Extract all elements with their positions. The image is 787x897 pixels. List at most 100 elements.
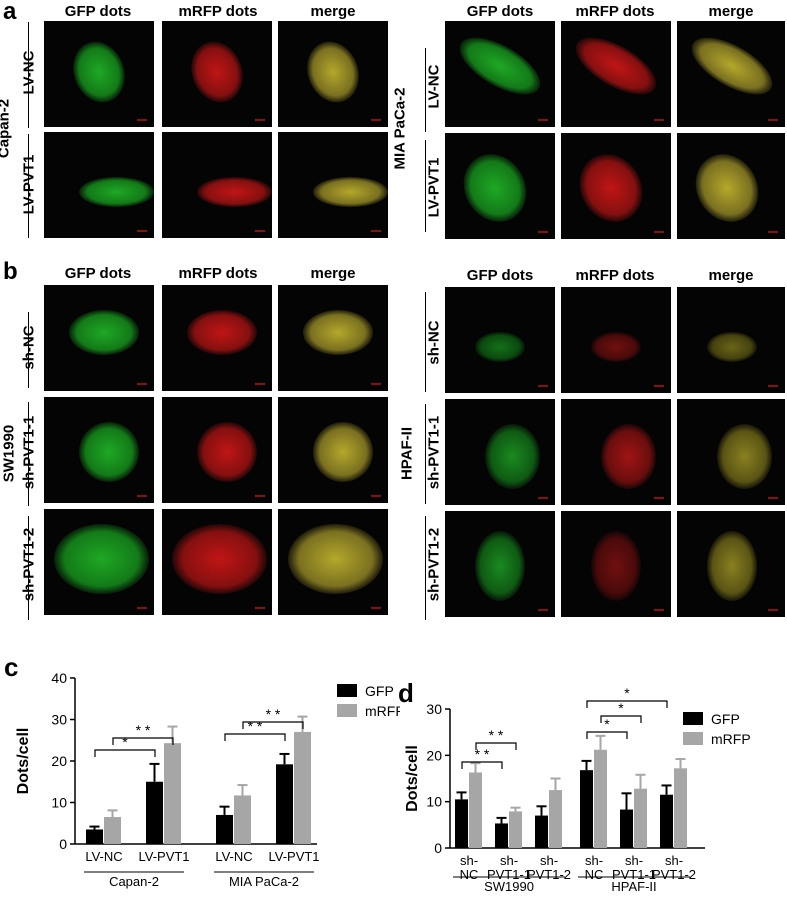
col-header-merge: merge (708, 267, 754, 284)
x-tick-label: PVT1-1 (612, 867, 656, 882)
y-tick-label: 20 (426, 747, 442, 763)
bar-gfp (620, 809, 633, 848)
significance-bracket (94, 749, 156, 757)
row-divider (28, 312, 29, 388)
y-tick-label: 30 (426, 701, 442, 717)
y-tick-label: 30 (51, 712, 67, 728)
x-tick-label: sh- (665, 853, 683, 868)
legend-label: mRFP (365, 703, 400, 719)
cell-line-label: Capan-2 (0, 98, 13, 159)
bar-mrfp (469, 772, 482, 848)
micrograph-gfp (445, 399, 555, 505)
row-label: sh-PVT1-2 (425, 527, 443, 602)
y-tick-label: 20 (51, 753, 67, 769)
significance-bracket (461, 761, 503, 769)
bar-mrfp (509, 811, 522, 848)
y-axis-label: Dots/cell (404, 745, 421, 812)
significance-label: * * (248, 718, 263, 734)
micrograph-merge (677, 511, 785, 617)
bar-gfp (580, 770, 593, 848)
y-tick-label: 40 (51, 670, 67, 686)
micrograph-mrfp (162, 21, 272, 127)
cell-line-label: HPAF-II (398, 426, 416, 481)
x-tick-label: PVT1-1 (487, 867, 531, 882)
micrograph-gfp (44, 397, 154, 503)
row-label: LV-NC (20, 50, 38, 95)
group-label: Capan-2 (109, 874, 159, 889)
bar-mrfp (294, 731, 311, 844)
micrograph-merge (677, 399, 785, 505)
significance-bracket (600, 715, 642, 723)
significance-label: * (122, 734, 128, 750)
bar-gfp (535, 815, 548, 848)
col-header-mrfp: mRFP dots (575, 267, 655, 284)
bar-gfp (495, 823, 508, 848)
chart-c: 0 10 20 30 40 Dots/cell LV-NC LV-PVT1 LV-NC LV-PV… (15, 670, 400, 889)
bar-mrfp (549, 790, 562, 848)
significance-label: * (618, 700, 624, 716)
micrograph-merge (278, 132, 388, 238)
micrograph-gfp (445, 287, 555, 393)
x-tick-label: sh- (585, 853, 603, 868)
micrograph-mrfp (561, 287, 671, 393)
significance-label: * * (136, 722, 151, 738)
micrograph-mrfp (561, 399, 671, 505)
micrograph-merge (677, 21, 785, 127)
x-tick-label: sh- (625, 853, 643, 868)
micrograph-gfp (44, 132, 154, 238)
bar-gfp (455, 799, 468, 848)
bar-mrfp (634, 788, 647, 848)
significance-bracket (224, 733, 286, 741)
group-label: HPAF-II (611, 879, 656, 894)
micrograph-mrfp (561, 133, 671, 239)
row-divider (28, 134, 29, 238)
col-header-merge: merge (708, 3, 754, 20)
micrograph-merge (677, 133, 785, 239)
panel-letter-c: c (4, 652, 19, 682)
micrograph-mrfp (561, 21, 671, 127)
micrograph-merge (677, 287, 785, 393)
y-tick-label: 10 (51, 795, 67, 811)
row-divider (425, 48, 426, 132)
group-label: SW1990 (484, 879, 534, 894)
x-tick-label: LV-PVT1 (138, 849, 189, 864)
legend-swatch (683, 732, 703, 745)
col-header-mrfp: mRFP dots (178, 3, 258, 20)
row-divider (28, 402, 29, 506)
significance-bracket (112, 737, 174, 745)
legend-swatch (337, 704, 357, 717)
x-tick-label: NC (585, 867, 604, 882)
legend-label: mRFP (711, 731, 751, 747)
cell-line-label: MIA PaCa-2 (391, 87, 409, 170)
col-header-gfp: GFP dots (466, 3, 534, 20)
micrograph-gfp (44, 285, 154, 391)
panel-letter-a: a (3, 0, 17, 25)
significance-label: * * (266, 706, 281, 722)
significance-label: * * (475, 746, 490, 762)
significance-bracket (586, 700, 668, 708)
x-tick-label: NC (460, 867, 479, 882)
x-tick-label: sh- (540, 853, 558, 868)
chart-d: 0102030Dots/cellsh-NCsh-PVT1-1sh-PVT1-2s… (404, 685, 751, 894)
col-header-merge: merge (310, 265, 356, 282)
bar-gfp (276, 764, 293, 844)
col-header-gfp: GFP dots (466, 267, 534, 284)
micrograph-gfp (44, 21, 154, 127)
micrograph-mrfp (561, 511, 671, 617)
y-tick-label: 10 (426, 794, 442, 810)
y-tick-label: 0 (59, 836, 67, 852)
col-header-merge: merge (310, 3, 356, 20)
cell-line-label: SW1990 (0, 424, 18, 483)
micrograph-gfp (445, 511, 555, 617)
bar-gfp (660, 794, 673, 848)
significance-bracket (475, 742, 517, 750)
panel-letter-d: d (398, 678, 414, 708)
y-tick-label: 0 (434, 840, 442, 856)
bar-mrfp (674, 768, 687, 848)
x-tick-label: LV-PVT1 (268, 849, 319, 864)
legend-swatch (683, 712, 703, 725)
row-label: sh-PVT1-2 (20, 527, 38, 602)
col-header-gfp: GFP dots (64, 3, 132, 20)
bar-gfp (146, 781, 163, 844)
x-tick-label: sh- (460, 853, 478, 868)
